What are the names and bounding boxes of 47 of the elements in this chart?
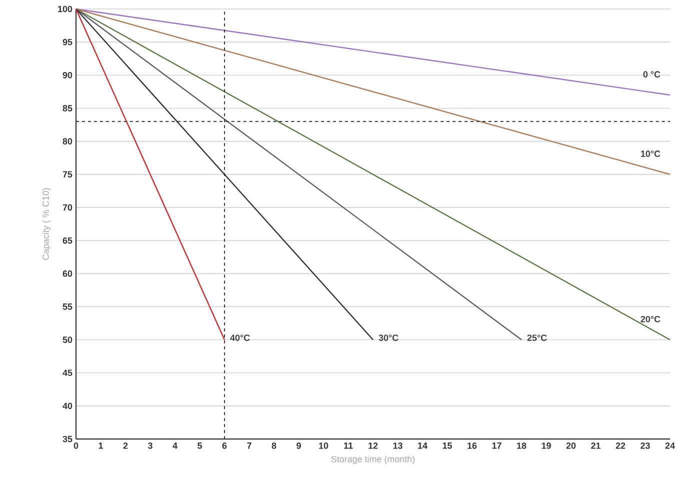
- y-tick-label: 80: [62, 138, 72, 144]
- y-tick-label: 95: [62, 38, 72, 46]
- y-tick-label: 40: [62, 402, 72, 410]
- x-tick-label: 18: [517, 442, 526, 449]
- series-label: 0 °C: [643, 71, 660, 78]
- x-tick-label: 11: [344, 442, 353, 449]
- x-tick-label: 14: [418, 442, 428, 449]
- y-tick-label: 90: [62, 72, 72, 78]
- x-tick-label: 2: [123, 442, 128, 449]
- series-label: 25°C: [527, 334, 547, 341]
- x-tick-label: 24: [665, 442, 675, 449]
- y-tick-label: 50: [62, 336, 72, 343]
- x-tick-label: 20: [566, 442, 576, 449]
- x-tick-label: 0: [74, 442, 78, 449]
- y-tick-label: 100: [58, 6, 72, 12]
- y-tick-label: 60: [62, 270, 72, 277]
- x-tick-label: 8: [272, 442, 276, 449]
- x-tick-label: 17: [492, 442, 502, 449]
- x-tick-label: 15: [442, 442, 452, 449]
- y-tick-label: 55: [62, 304, 72, 310]
- x-tick-label: 19: [542, 442, 551, 449]
- series-label: 10°C: [641, 150, 660, 157]
- y-tick-label: 35: [62, 436, 72, 442]
- y-axis-title: Capacity ( % C10): [42, 188, 51, 260]
- x-axis-title: Storage time (month): [331, 456, 415, 464]
- x-tick-label: 12: [368, 442, 378, 449]
- series-label: 40°C: [230, 334, 250, 341]
- x-tick-label: 13: [393, 442, 402, 449]
- y-tick-label: 85: [62, 105, 72, 112]
- x-tick-label: 5: [198, 442, 202, 449]
- y-tick-label: 75: [62, 171, 72, 178]
- x-tick-label: 4: [172, 442, 178, 449]
- x-tick-label: 1: [98, 442, 103, 449]
- x-tick-label: 22: [616, 442, 626, 449]
- x-tick-label: 7: [247, 442, 252, 449]
- y-tick-label: 45: [62, 370, 72, 376]
- x-tick-label: 3: [148, 442, 152, 449]
- y-tick-label: 70: [62, 204, 72, 211]
- y-tick-label: 65: [62, 237, 72, 244]
- x-tick-label: 23: [640, 442, 650, 449]
- x-tick-label: 21: [591, 442, 600, 449]
- series-label: 20°C: [640, 316, 660, 322]
- series-label: 30°C: [378, 334, 398, 341]
- x-tick-label: 6: [222, 442, 227, 449]
- x-tick-label: 16: [468, 442, 477, 449]
- x-tick-label: 10: [319, 442, 328, 449]
- x-tick-label: 9: [296, 442, 301, 449]
